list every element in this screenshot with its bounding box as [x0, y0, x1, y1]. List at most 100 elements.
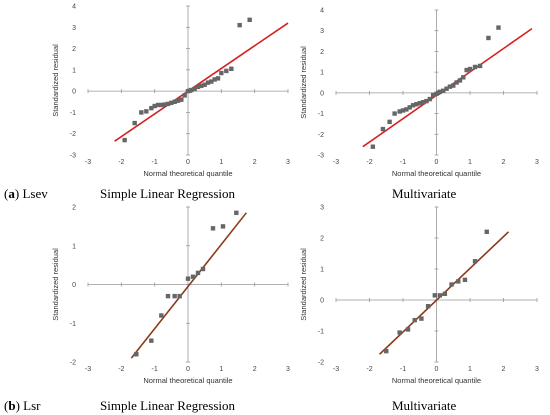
data-point [185, 276, 191, 281]
y-tick-label: -2 [70, 360, 76, 367]
data-point [165, 101, 171, 107]
row-label-b: (b) Lsr [4, 398, 41, 413]
x-tick-label: 1 [468, 366, 472, 373]
y-tick-label: -3 [70, 153, 76, 160]
data-point [172, 293, 177, 299]
row-letter-a: a [8, 186, 15, 201]
x-tick-label: 1 [468, 159, 472, 166]
data-point [200, 266, 206, 272]
x-tick-label: 0 [186, 159, 190, 166]
caption-top-left: Simple Linear Regression [100, 186, 236, 201]
data-point [457, 78, 463, 83]
data-point [400, 108, 406, 113]
data-point [210, 226, 216, 231]
x-tick-label: 3 [535, 366, 539, 373]
x-tick-label: 1 [219, 366, 223, 373]
qq-panel-4: -3 -2 -1 0 1 2 3 -2 -1 0 1 2 3 Normal theoretical qua… [299, 205, 539, 386]
x-tick-label: -2 [118, 159, 124, 166]
qq-panel-1: -3 -2 -1 0 1 2 3 -3 -2 -1 0 1 2 3 4 Normal theoretical … [51, 4, 290, 179]
y-tick-label: 4 [320, 8, 324, 15]
x-tick-label: -3 [85, 159, 91, 166]
data-point [417, 101, 422, 106]
x-tick-label: -1 [152, 159, 158, 166]
data-point [405, 327, 411, 332]
y-tick-label: 0 [72, 89, 76, 96]
x-tick-label: -2 [118, 366, 124, 373]
data-point [472, 64, 478, 70]
data-point [442, 291, 448, 296]
data-point [380, 126, 386, 132]
data-point [134, 352, 139, 357]
data-point [407, 105, 412, 110]
data-point [420, 99, 426, 105]
x-tick-label: 2 [502, 159, 506, 166]
x-tick-label: -1 [400, 159, 406, 166]
x-tick-label: 2 [502, 366, 506, 373]
data-point [195, 270, 201, 276]
data-point [205, 80, 211, 85]
y-axis-label: Standardized residual [299, 46, 308, 119]
y-tick-label: 3 [320, 205, 324, 212]
x-tick-label: 1 [219, 159, 223, 166]
row-name-b: Lsr [23, 398, 41, 413]
data-point [454, 80, 459, 85]
x-tick-label: -3 [333, 159, 339, 166]
data-point [444, 86, 449, 91]
x-tick-label: -3 [333, 366, 339, 373]
data-point [484, 229, 489, 234]
data-point [149, 105, 154, 111]
data-point [149, 338, 154, 343]
x-tick-label: 3 [286, 366, 290, 373]
data-point [159, 102, 164, 108]
caption-bottom-left: Simple Linear Regression [100, 398, 236, 413]
data-point [404, 107, 409, 112]
x-axis-label: Normal theoretical quantile [143, 169, 232, 178]
row-letter-b: b [8, 398, 16, 413]
qq-panel-2: -3 -2 -1 0 1 2 3 -3 -2 -1 0 1 2 3 4 Normal theoretical … [299, 8, 539, 179]
y-tick-label: -2 [318, 132, 324, 139]
y-tick-label: 2 [320, 236, 324, 243]
x-axis-label: Normal theoretical quantile [143, 376, 232, 385]
data-point [397, 330, 402, 335]
data-point [144, 109, 149, 114]
y-tick-label: 0 [320, 298, 324, 305]
data-point [175, 98, 181, 103]
data-point [122, 137, 127, 143]
y-axis-label: Standardized residual [51, 44, 60, 117]
data-point [220, 224, 226, 229]
fit-line [130, 212, 247, 359]
y-tick-label: -3 [318, 153, 324, 160]
data-point [437, 89, 443, 95]
y-tick-label: -1 [70, 110, 76, 117]
data-point [462, 277, 468, 283]
y-tick-label: 0 [320, 90, 324, 97]
data-point [392, 111, 397, 116]
x-axis-label: Normal theoretical quantile [392, 169, 481, 178]
x-tick-label: 3 [286, 159, 290, 166]
data-point [212, 77, 217, 82]
data-point [410, 103, 416, 108]
y-tick-label: 2 [72, 205, 76, 212]
y-tick-label: -2 [318, 360, 324, 367]
data-point [430, 92, 436, 98]
qq-panel-3: -3 -2 -1 0 1 2 3 -2 -1 0 1 2 Normal theoretical quan… [51, 205, 290, 386]
y-tick-label: 4 [72, 4, 76, 11]
data-point [387, 119, 392, 125]
y-tick-label: 3 [72, 25, 76, 32]
x-tick-label: -2 [366, 366, 372, 373]
y-tick-label: -1 [318, 329, 324, 336]
data-point [177, 293, 182, 299]
data-point [189, 87, 194, 93]
y-tick-label: -2 [70, 131, 76, 138]
data-point [449, 282, 454, 287]
data-point [486, 35, 491, 41]
y-tick-label: 0 [72, 282, 76, 289]
x-tick-label: 0 [435, 159, 439, 166]
data-point [224, 68, 229, 74]
data-point [412, 317, 417, 323]
y-tick-label: 2 [72, 46, 76, 53]
data-point [414, 102, 419, 107]
fit-line [114, 22, 289, 142]
y-axis-label: Standardized residual [299, 248, 308, 321]
